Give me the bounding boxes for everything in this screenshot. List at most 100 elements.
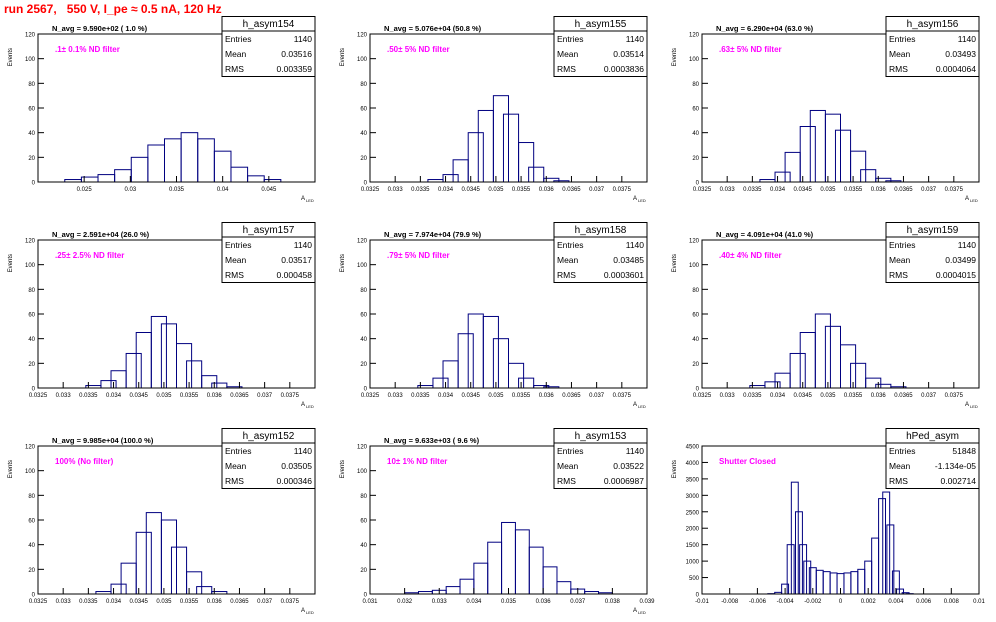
filter-annotation: .79± 5% ND filter [387, 251, 450, 260]
x-tick-label: 0.0345 [794, 393, 813, 399]
x-tick-label: -0.004 [777, 599, 795, 605]
x-tick-label: 0.0345 [462, 187, 481, 193]
stats-value: 0.000346 [277, 476, 313, 486]
y-axis-label: Events [672, 460, 678, 478]
x-tick-label: 0.0355 [180, 393, 199, 399]
x-axis-label-subscript: LED [638, 404, 646, 409]
stats-value: 0.002714 [941, 476, 977, 486]
page-title: run 2567, 550 V, I_pe ≈ 0.5 nA, 120 Hz [4, 2, 222, 16]
histogram-bin [97, 174, 116, 183]
stats-label: Mean [557, 255, 579, 265]
histogram-bin [822, 571, 831, 595]
stats-box [221, 222, 316, 283]
stats-label: RMS [557, 64, 576, 74]
histogram-name: h_asym156 [907, 19, 959, 30]
histogram-plot-7: 0 20 40 60 80 100 120 0.0325 0.033 0.0335 0.034 0.0… [8, 428, 316, 615]
y-tick-label: 100 [25, 263, 36, 269]
x-tick-label: 0.04 [217, 187, 229, 193]
filter-annotation: .50± 5% ND filter [387, 45, 450, 54]
stats-label: Entries [225, 446, 251, 456]
histogram-bin [799, 126, 816, 183]
x-axis-label: A [633, 608, 637, 614]
y-tick-label: 120 [689, 239, 700, 245]
x-tick-label: 0.008 [944, 599, 960, 605]
stats-box [221, 428, 316, 489]
x-tick-label: 0.034 [106, 599, 122, 605]
histogram-bin [882, 491, 891, 595]
stats-label: Mean [225, 255, 247, 265]
y-tick-label: 20 [28, 156, 35, 162]
navg-title: N_avg = 5.076e+04 (50.8 %) [384, 24, 482, 33]
y-tick-label: 4000 [686, 461, 700, 467]
x-tick-label: 0.0355 [512, 393, 531, 399]
histogram-plot-6: 0 20 40 60 80 100 120 0.0325 0.033 0.0335 0.034 0.0… [672, 222, 980, 409]
histogram-bin [492, 338, 510, 389]
x-tick-label: 0.0335 [743, 393, 762, 399]
y-axis-label: Events [8, 460, 14, 478]
y-tick-label: 0 [32, 593, 36, 599]
histogram-bin [445, 586, 461, 595]
y-tick-label: 20 [360, 568, 367, 574]
stats-value: 0.0004015 [936, 270, 976, 280]
stats-label: Mean [557, 49, 579, 59]
x-tick-label: 0.0365 [894, 187, 913, 193]
y-tick-label: 80 [360, 494, 367, 500]
stats-value: 0.03493 [945, 49, 976, 59]
histogram-bin [829, 572, 838, 595]
stats-value: 0.03485 [613, 255, 644, 265]
x-tick-label: 0.0355 [844, 393, 863, 399]
histogram-panel-2: 0 20 40 60 80 100 120 0.0325 0.033 0.0335 0.034 0.0… [332, 16, 664, 210]
y-axis-label: Events [340, 254, 346, 272]
x-tick-label: 0.034 [770, 393, 786, 399]
y-tick-label: 2500 [686, 510, 700, 516]
x-tick-label: -0.01 [695, 599, 709, 605]
y-tick-label: 80 [28, 288, 35, 294]
histogram-panel-8: 0 20 40 60 80 100 120 0.031 0.032 0.033 0.034 0.035… [332, 428, 664, 622]
stats-label: RMS [889, 270, 908, 280]
stats-box [553, 16, 648, 77]
histogram-bin [814, 313, 831, 389]
filter-annotation: .40± 4% ND filter [719, 251, 782, 260]
stats-label: Entries [225, 34, 251, 44]
histogram-bin [528, 166, 545, 183]
x-axis-label: A [633, 196, 637, 202]
stats-value: 1140 [626, 240, 645, 250]
stats-label: Entries [557, 240, 583, 250]
stats-label: Entries [889, 240, 915, 250]
stats-box [885, 16, 980, 77]
y-tick-label: 0 [696, 387, 700, 393]
histogram-plot-3: 0 20 40 60 80 100 120 0.0325 0.033 0.0335 0.034 0.0… [672, 16, 980, 203]
x-axis-label-subscript: LED [970, 404, 978, 409]
histogram-name: h_asym159 [907, 225, 959, 236]
histogram-bin [860, 169, 877, 183]
histogram-bin [147, 144, 165, 183]
stats-box [553, 428, 648, 489]
histogram-bin [150, 315, 167, 389]
stats-value: 0.03522 [613, 461, 644, 471]
histogram-bin [482, 315, 499, 389]
histogram-bin [467, 132, 484, 183]
y-tick-label: 0 [364, 387, 368, 393]
y-tick-label: 80 [28, 82, 35, 88]
y-tick-label: 60 [28, 519, 35, 525]
y-tick-label: 20 [28, 362, 35, 368]
x-tick-label: 0.039 [639, 599, 655, 605]
y-tick-label: 100 [25, 469, 36, 475]
stats-box [885, 428, 980, 489]
x-tick-label: 0.032 [397, 599, 413, 605]
histogram-bin [502, 113, 520, 183]
x-tick-label: 0.036 [871, 187, 887, 193]
x-tick-label: 0.0375 [945, 187, 964, 193]
y-tick-label: 1000 [686, 560, 700, 566]
y-axis-label: Events [8, 254, 14, 272]
y-tick-label: 20 [692, 362, 699, 368]
y-tick-label: 40 [360, 543, 367, 549]
y-tick-label: 40 [692, 131, 699, 137]
filter-annotation: .63± 5% ND filter [719, 45, 782, 54]
x-axis-label-subscript: LED [306, 198, 314, 203]
y-tick-label: 40 [28, 131, 35, 137]
y-tick-label: 80 [360, 82, 367, 88]
histogram-bin [556, 581, 572, 595]
histogram-bin [473, 562, 489, 595]
y-axis-label: Events [672, 48, 678, 66]
